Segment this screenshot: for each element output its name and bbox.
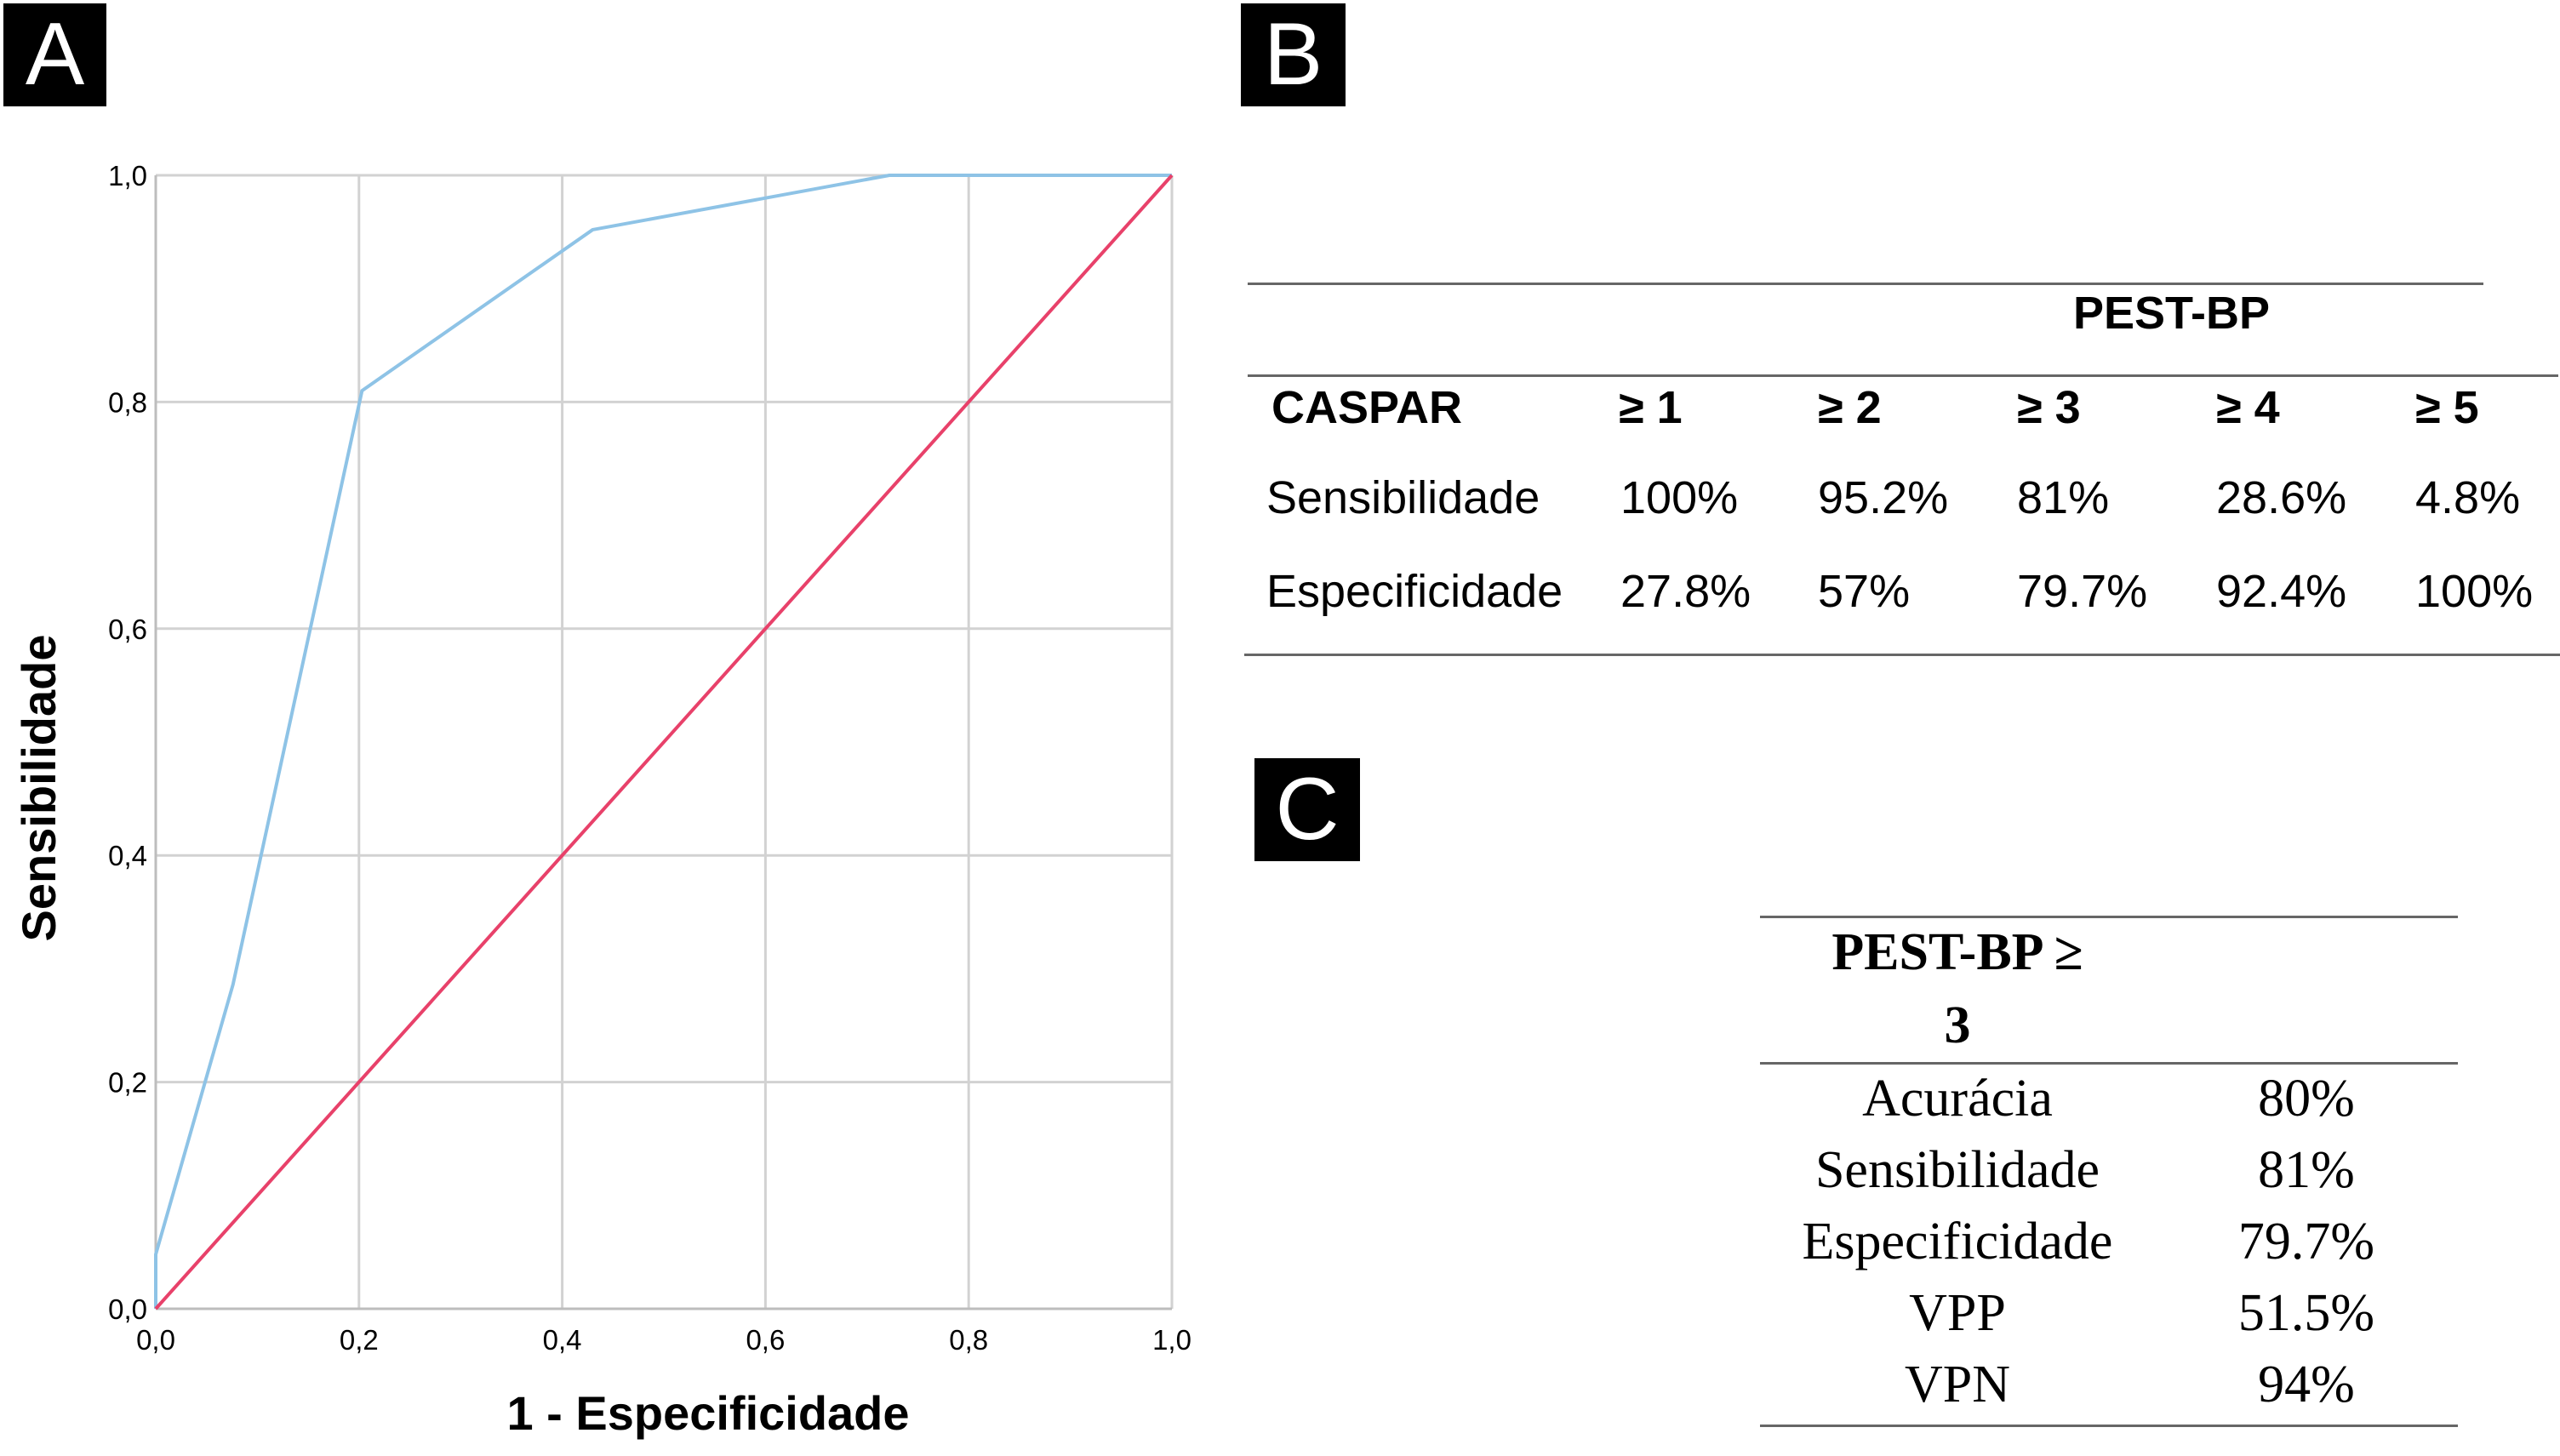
panel-label-b: B <box>1241 3 1346 106</box>
table-c-cell: 81% <box>2258 1141 2355 1199</box>
x-tick-label: 0,2 <box>340 1324 379 1356</box>
table-c-header-line2: 3 <box>1944 996 1971 1054</box>
table-c-top-rule <box>1760 916 2458 918</box>
y-tick-label: 0,4 <box>108 840 147 871</box>
table-b-bottom-rule <box>1244 654 2560 656</box>
chart-grid <box>154 174 1174 1310</box>
x-tick-label: 0,4 <box>543 1324 582 1356</box>
table-b-header-rule <box>1248 374 2558 377</box>
table-b-row-label: Especificidade <box>1266 566 1563 617</box>
table-c-cell: 79.7% <box>2237 1213 2375 1270</box>
table-b-col-header: ≥ 4 <box>2216 382 2280 433</box>
table-b-cell: 28.6% <box>2216 472 2347 523</box>
table-c-cell: 51.5% <box>2237 1284 2375 1342</box>
panel-label-c: C <box>1254 758 1360 861</box>
y-tick-label: 1,0 <box>108 160 147 191</box>
x-tick-label: 0,8 <box>949 1324 988 1356</box>
panel-label-a: A <box>3 3 106 106</box>
y-tick-label: 0,0 <box>108 1293 147 1325</box>
table-b-cell: 92.4% <box>2216 566 2347 617</box>
table-b-cell: 95.2% <box>1818 472 1949 523</box>
roc-chart: 0,0 0,2 0,4 0,6 0,8 1,0 0,0 0,2 0,4 0,6 0,8 1,0 1 … <box>12 160 1191 1440</box>
x-axis-title: 1 - Especificidade <box>506 1386 909 1440</box>
table-c-row-label: Sensibilidade <box>1814 1141 2100 1199</box>
table-b-cell: 100% <box>2415 566 2534 617</box>
x-tick-label: 0,0 <box>136 1324 175 1356</box>
table-b-cell: 57% <box>1818 566 1911 617</box>
table-b-cell: 81% <box>2017 472 2110 523</box>
table-c-row-label: VPN <box>1904 1356 2011 1413</box>
table-b-col-header: ≥ 1 <box>1619 382 1683 433</box>
x-tick-label: 0,6 <box>746 1324 785 1356</box>
table-b-cell: 100% <box>1620 472 1739 523</box>
table-b-top-rule <box>1248 283 2483 285</box>
table-c-header-line1: PEST-BP ≥ <box>1831 923 2083 981</box>
table-c-cell: 94% <box>2258 1356 2355 1413</box>
table-b-col-header: ≥ 3 <box>2017 382 2081 433</box>
table-b-cell: 4.8% <box>2415 472 2521 523</box>
roc-curve-line <box>154 174 1172 1309</box>
y-tick-label: 0,8 <box>108 386 147 418</box>
chart-series <box>154 174 1174 1310</box>
y-tick-label: 0,6 <box>108 614 147 645</box>
x-tick-label: 1,0 <box>1152 1324 1191 1356</box>
table-b-row-label: Sensibilidade <box>1266 472 1540 523</box>
table-b-cell: 27.8% <box>1620 566 1751 617</box>
table-b-col-header: ≥ 2 <box>1818 382 1882 433</box>
y-axis-title: Sensibilidade <box>12 635 66 942</box>
table-c-bottom-rule <box>1760 1425 2458 1427</box>
table-b-cell: 79.7% <box>2017 566 2148 617</box>
y-tick-label: 0,2 <box>108 1067 147 1099</box>
table-b-col-header: ≥ 5 <box>2415 382 2479 433</box>
reference-line <box>154 174 1174 1310</box>
table-c-row-label: VPP <box>1909 1284 2006 1342</box>
table-c-cell: 80% <box>2258 1070 2355 1128</box>
y-tick-labels: 0,0 0,2 0,4 0,6 0,8 1,0 <box>108 160 147 1325</box>
x-tick-labels: 0,0 0,2 0,4 0,6 0,8 1,0 <box>136 1324 1191 1356</box>
table-b-row-header: CASPAR <box>1271 382 1463 433</box>
table-c-row-label: Especificidade <box>1802 1213 2113 1270</box>
table-b-header: PEST-BP <box>2073 288 2271 339</box>
table-c-header-rule <box>1760 1062 2458 1065</box>
table-c-row-label: Acurácia <box>1862 1070 2053 1128</box>
